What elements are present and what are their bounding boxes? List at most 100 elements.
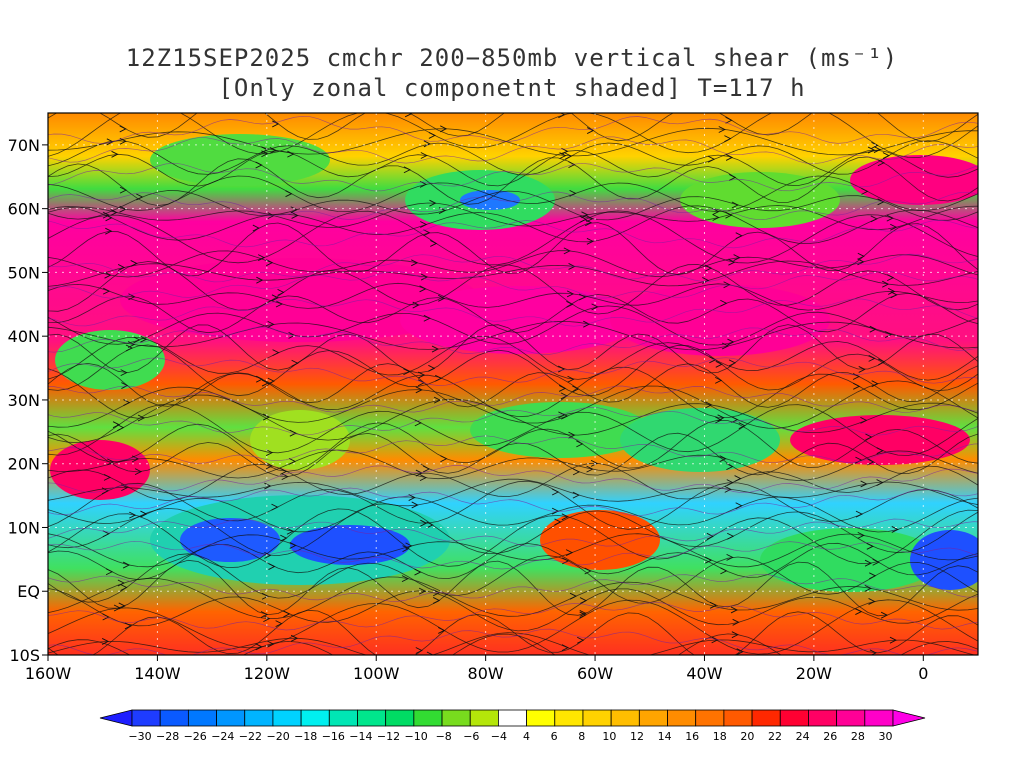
colorbar-swatch [159, 709, 189, 727]
streamline-arrow [267, 320, 275, 328]
streamline [48, 542, 978, 581]
streamline-arrow [554, 518, 562, 526]
contour-line [48, 326, 978, 355]
streamline-arrow [288, 331, 296, 339]
orange-patch-south-america [540, 510, 660, 570]
streamline-arrow [102, 211, 110, 219]
streamline-arrow [137, 414, 146, 422]
lat-tick-label: 30N [8, 391, 40, 410]
colorbar-swatch [751, 709, 781, 727]
contour-line [48, 115, 978, 144]
colorbar-label: 22 [768, 730, 782, 743]
streamline-arrow [860, 416, 868, 424]
streamline-arrow [411, 259, 419, 267]
streamline [48, 632, 977, 655]
streamline-arrow [289, 429, 297, 437]
streamline-arrow [579, 609, 587, 617]
streamline-arrow [889, 636, 897, 644]
streamline-arrow [275, 620, 283, 628]
colorbar-swatch [526, 709, 556, 727]
streamline-arrow [422, 465, 431, 473]
streamline-arrow [268, 563, 276, 570]
streamline-arrow [579, 597, 588, 604]
latitude-axis: 70N 60N 50N 40N 30N 20N 10N EQ 10S [8, 136, 48, 665]
colorbar-label: −18 [294, 730, 317, 743]
colorbar-label: 16 [685, 730, 699, 743]
colorbar-swatch [357, 709, 387, 727]
streamline [48, 202, 978, 231]
colorbar-label: 28 [851, 730, 865, 743]
streamline-arrow [866, 542, 874, 550]
streamline-arrow [705, 556, 713, 564]
streamline-arrow [872, 558, 880, 566]
streamline-arrow [401, 575, 410, 583]
streamline-arrow [887, 274, 895, 282]
streamline-arrow [277, 288, 285, 296]
contour-line [48, 487, 978, 517]
streamline-arrow [551, 507, 560, 515]
colorbar-label: 30 [879, 730, 893, 743]
jet-core-europe [850, 155, 978, 205]
streamline-arrow [103, 473, 112, 481]
streamline [48, 292, 978, 334]
streamline-arrow [291, 212, 299, 219]
colorbar: −30 −28 −26 −24 −22 −20 −18 −16 −14 −12 −10 −8 −6 −4 4… [99, 709, 926, 743]
streamline-arrow [735, 502, 743, 510]
streamline-arrow [711, 636, 719, 644]
streamline-arrow [591, 303, 599, 311]
streamline-arrow [890, 223, 898, 231]
colorbar-label: −14 [349, 730, 372, 743]
streamline [48, 553, 978, 604]
streamline-arrow [726, 463, 734, 471]
streamline-arrow [405, 542, 413, 550]
streamline-arrow [877, 159, 885, 167]
streamline-arrow [252, 224, 260, 232]
streamline-arrow [890, 291, 898, 299]
streamline-arrow [271, 294, 279, 302]
streamline-arrow [734, 475, 742, 482]
streamline-arrow [257, 254, 266, 262]
streamline-arrow [558, 385, 567, 392]
streamline-arrow [712, 214, 720, 221]
lon-tick-label: 120W [244, 664, 291, 683]
streamline [48, 336, 978, 381]
streamline-arrow [590, 459, 599, 467]
streamline-arrow [572, 385, 580, 393]
streamline-arrow [140, 510, 148, 518]
streamline-arrow [572, 491, 580, 499]
streamline-arrow [131, 455, 140, 463]
streamline [48, 587, 978, 632]
streamline-arrow [264, 551, 272, 559]
colorbar-swatch [328, 709, 358, 727]
streamline-arrow [440, 455, 448, 463]
streamline [48, 394, 978, 444]
colorbar-swatch [554, 709, 584, 727]
streamline-arrow [266, 259, 274, 267]
streamline-arrow [864, 559, 873, 567]
colorbar-label: −10 [404, 730, 427, 743]
streamline-arrow [261, 379, 270, 387]
streamline [48, 205, 978, 245]
streamline-arrow [420, 273, 429, 281]
lon-tick-label: 80W [468, 664, 504, 683]
streamline-arrow [568, 161, 576, 169]
green-patch-north-pacific [150, 134, 330, 186]
streamline-arrow [715, 376, 723, 384]
streamline-arrow [440, 125, 448, 133]
colorbar-swatch [272, 709, 302, 727]
plot-frame [47, 112, 979, 656]
streamline-arrow [415, 386, 423, 394]
colorbar-label: −22 [239, 730, 262, 743]
streamline-arrow [117, 264, 126, 271]
streamline [48, 156, 978, 207]
colorbar-swatch [216, 709, 246, 727]
streamline-arrow [855, 608, 863, 615]
streamline-arrow [283, 610, 291, 618]
streamline-arrow [403, 166, 411, 174]
lon-tick-label: 0 [918, 664, 928, 683]
streamline-arrow [724, 135, 732, 143]
lon-tick-label: 20W [796, 664, 832, 683]
streamline [48, 140, 978, 176]
streamline-arrow [117, 579, 125, 587]
streamline-arrow [857, 531, 865, 539]
